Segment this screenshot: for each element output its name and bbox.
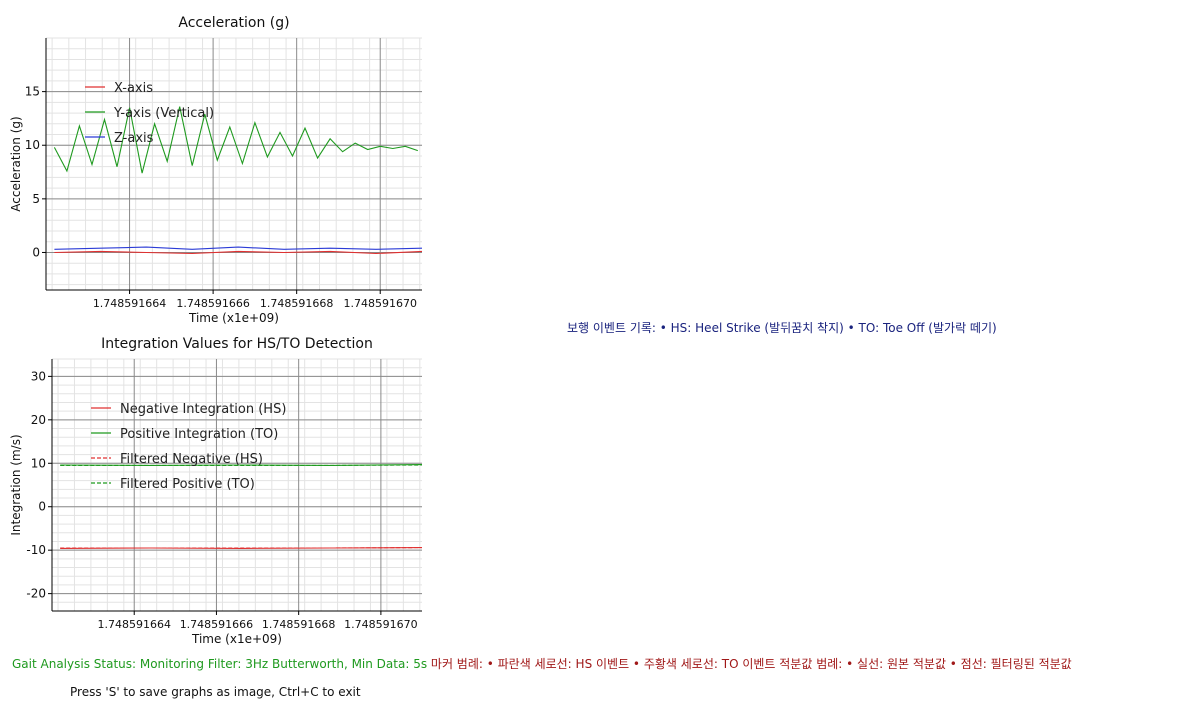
marker-legend-text: 마커 범례: • 파란색 세로선: HS 이벤트 • 주황색 세로선: TO 이… — [430, 657, 1072, 671]
chart1-x-axis-label: Time (x1e+09) — [188, 311, 279, 325]
chart1-series-2-line — [53, 106, 418, 174]
chart1-title: Acceleration (g) — [178, 15, 289, 31]
chart1-y-axis-label: Acceleration (g) — [9, 116, 23, 211]
chart2-y-axis-label: Integration (m/s) — [9, 434, 23, 535]
chart2-group: -20 -10 0 10 20 30 1.748591664 1.748591666 1.748… — [9, 336, 423, 646]
chart2-x-tick-label: 1.748591668 — [262, 618, 335, 631]
chart2-x-tick-label: 1.748591666 — [180, 618, 253, 631]
chart2-y-tick-label: 0 — [38, 500, 46, 514]
chart2-legend-label-1: Negative Integration (HS) — [120, 402, 286, 417]
chart2-y-tick-label: 30 — [31, 369, 46, 383]
chart1-y-tick-label: 10 — [25, 138, 40, 152]
chart2-plot-area — [52, 359, 422, 611]
chart2-title: Integration Values for HS/TO Detection — [101, 336, 373, 352]
chart2-y-tick-label: 20 — [31, 413, 46, 427]
chart1-x-tick-label: 1.748591666 — [176, 297, 249, 310]
chart2-x-tick-label: 1.748591670 — [344, 618, 417, 631]
chart2-y-tick-label: 10 — [31, 456, 46, 470]
chart1-group: 0 5 10 15 1.748591664 1.748591666 1.748591668 1… — [9, 15, 423, 325]
chart1-series-3-line — [54, 246, 423, 250]
chart2-legend-label-3: Filtered Negative (HS) — [120, 452, 263, 467]
chart2-legend-label-4: Filtered Positive (TO) — [120, 477, 255, 492]
help-text: Press 'S' to save graphs as image, Ctrl+… — [70, 685, 361, 699]
event-record-text: 보행 이벤트 기록: • HS: Heel Strike (발뒤꿈치 착지) •… — [567, 321, 997, 335]
chart2-y-tick-label: -20 — [26, 587, 46, 601]
chart1-legend-label-1: X-axis — [114, 81, 153, 96]
chart1-legend-label-3: Z-axis — [114, 131, 154, 146]
analysis-status-text: Gait Analysis Status: Monitoring Filter:… — [12, 657, 428, 671]
chart1-y-tick-label: 5 — [32, 192, 40, 206]
chart1-y-tick-label: 15 — [25, 85, 40, 99]
chart2-legend-label-2: Positive Integration (TO) — [120, 427, 278, 442]
status-bar: Gait Analysis Status: Monitoring Filter:… — [12, 655, 1072, 672]
chart1-x-tick-label: 1.748591664 — [93, 297, 166, 310]
chart1-series-1-line — [54, 250, 423, 255]
chart2-x-tick-label: 1.748591664 — [97, 618, 170, 631]
chart1-x-tick-label: 1.748591670 — [343, 297, 416, 310]
chart1-x-tick-label: 1.748591668 — [260, 297, 333, 310]
chart2-x-axis-label: Time (x1e+09) — [191, 632, 282, 646]
chart1-legend-label-2: Y-axis (Vertical) — [113, 106, 214, 121]
chart1-y-tick-label: 0 — [32, 245, 40, 259]
chart2-y-tick-label: -10 — [26, 543, 46, 557]
